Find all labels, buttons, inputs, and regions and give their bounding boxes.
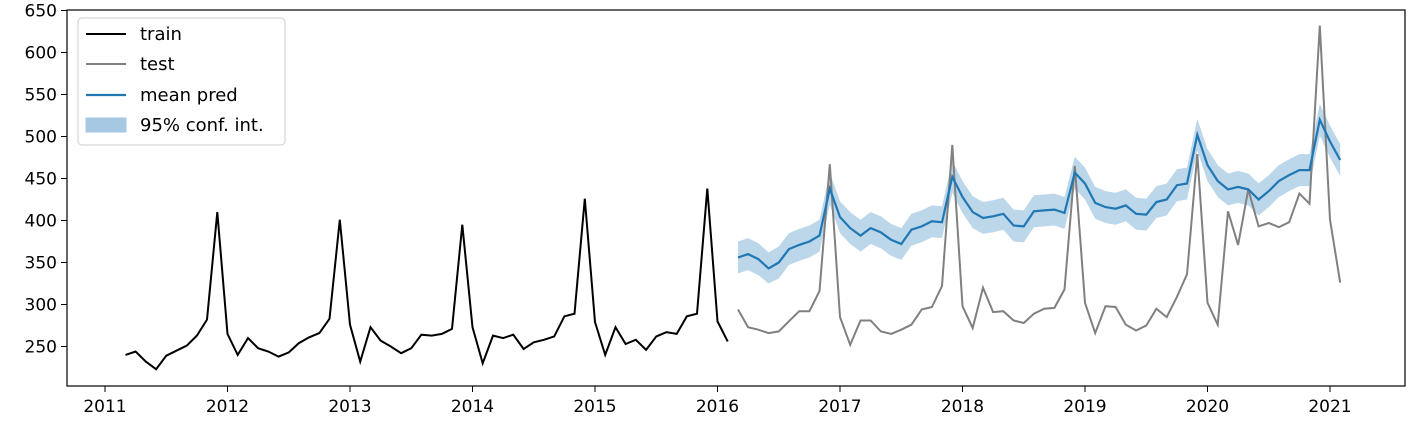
legend-test-label: test: [140, 54, 175, 75]
legend-conf-int-swatch: [85, 117, 127, 133]
y-tick-label: 300: [25, 296, 57, 316]
x-axis: 2011 2012 2013 2014 2015 2016 2017 2018 2019 2020…: [83, 386, 1352, 417]
y-tick-label: 450: [25, 170, 57, 190]
y-tick-label: 600: [25, 44, 57, 64]
y-tick-label: 400: [25, 212, 57, 232]
x-tick-label: 2018: [941, 397, 984, 417]
y-tick-label: 250: [25, 338, 57, 358]
y-tick-label: 500: [25, 128, 57, 148]
legend-train-label: train: [140, 24, 182, 45]
x-tick-label: 2015: [573, 397, 616, 417]
x-tick-label: 2019: [1063, 397, 1106, 417]
plot-area: [125, 25, 1342, 371]
test-series-line: [737, 25, 1342, 348]
x-tick-label: 2020: [1186, 397, 1229, 417]
x-tick-label: 2012: [206, 397, 249, 417]
legend-box: [77, 17, 286, 146]
y-tick-label: 350: [25, 254, 57, 274]
legend-mean-pred-label: mean pred: [140, 85, 238, 106]
x-tick-label: 2013: [328, 397, 371, 417]
x-tick-label: 2011: [83, 397, 126, 417]
x-tick-label: 2017: [818, 397, 861, 417]
legend-conf-int-label: 95% conf. int.: [140, 115, 264, 136]
axes-frame: [66, 9, 1406, 387]
y-axis: 250 300 350 400 450 500 550 600 650: [25, 2, 67, 358]
train-series-line: [125, 188, 729, 371]
x-tick-label: 2016: [696, 397, 739, 417]
x-tick-label: 2014: [451, 397, 494, 417]
y-tick-label: 550: [25, 86, 57, 106]
mean-pred-series-line: [737, 116, 1342, 270]
x-tick-label: 2021: [1308, 397, 1351, 417]
y-tick-label: 650: [25, 2, 57, 22]
legend: train test mean pred 95% conf. int.: [77, 17, 286, 146]
